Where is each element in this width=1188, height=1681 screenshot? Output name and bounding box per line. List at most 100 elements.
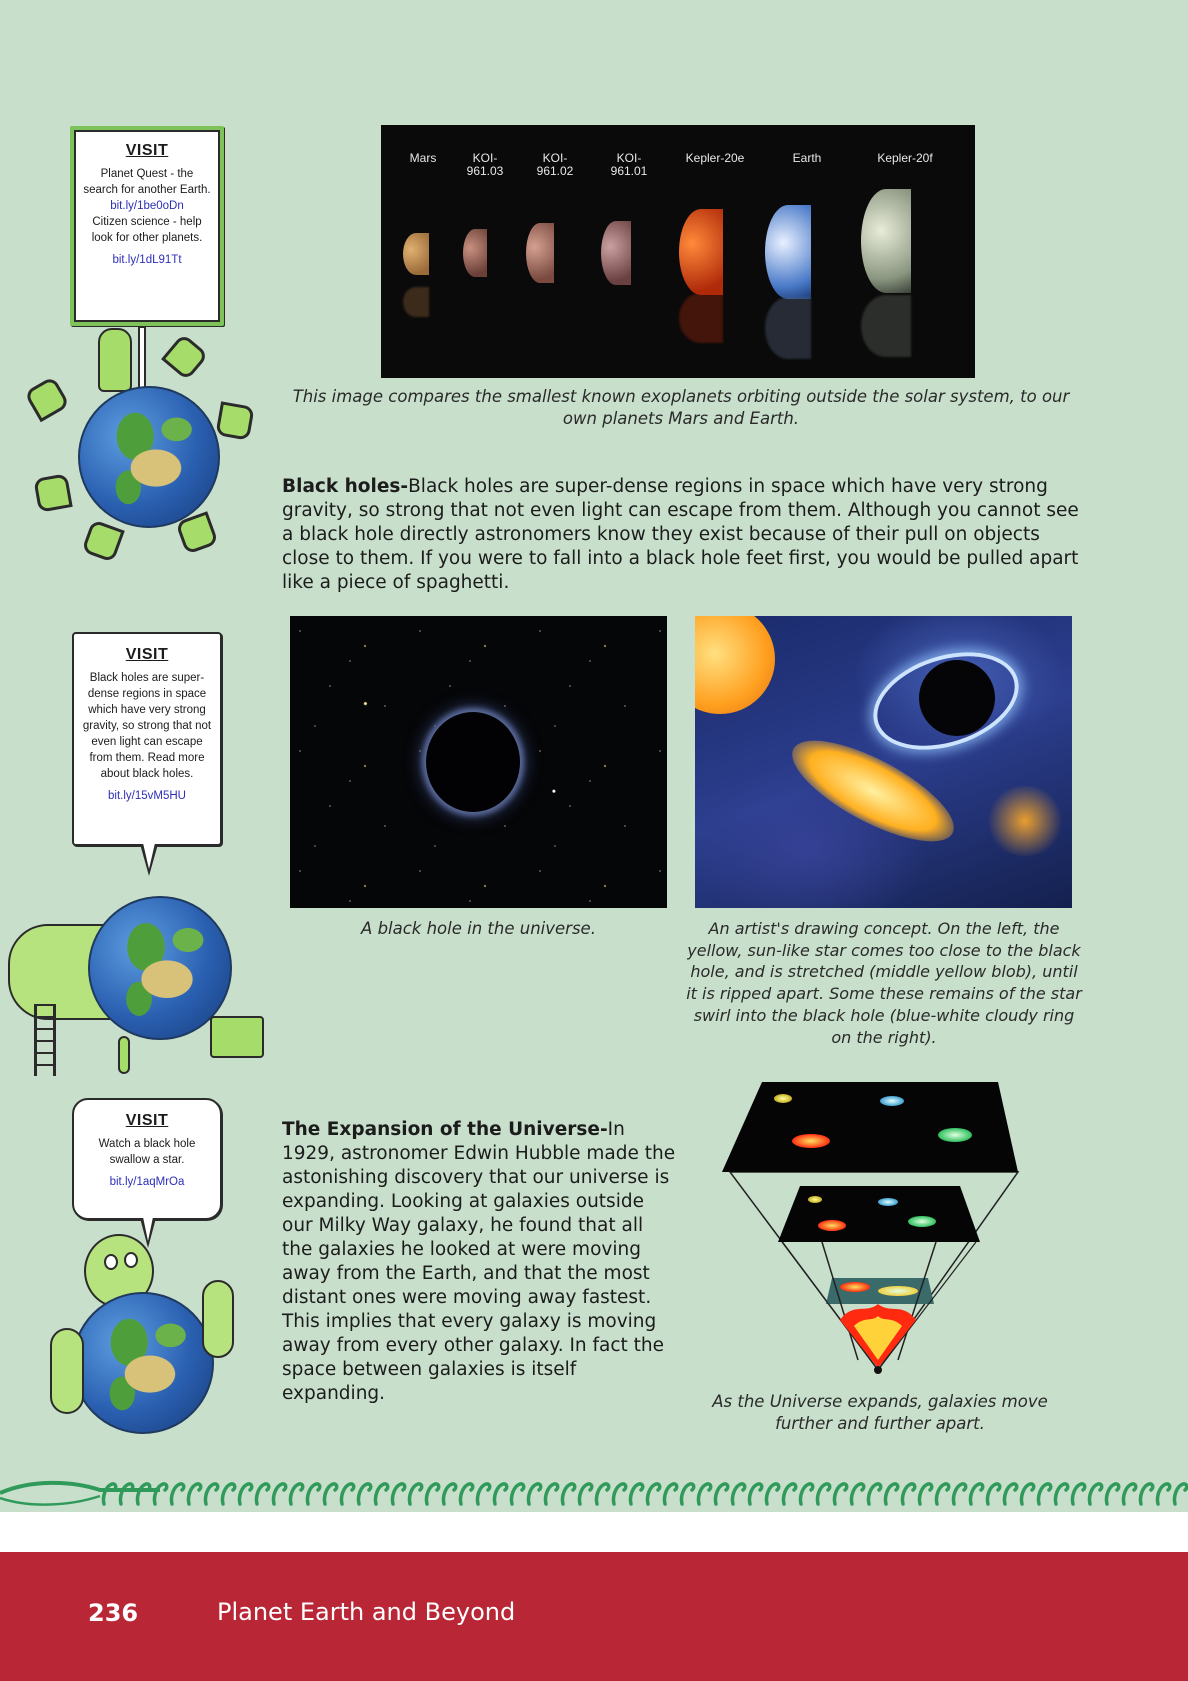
citizen-science-link[interactable]: bit.ly/1dL91Tt xyxy=(112,254,182,266)
celtic-hook xyxy=(526,1482,543,1506)
celtic-hook xyxy=(458,1482,475,1506)
earth-recycling-cartoon xyxy=(20,326,260,576)
celtic-hook xyxy=(1138,1482,1155,1506)
speech-bubble-tail xyxy=(143,843,155,869)
celtic-hook xyxy=(441,1482,458,1506)
celtic-hook xyxy=(866,1482,883,1506)
celtic-hook xyxy=(390,1482,407,1506)
exoplanet-caption: This image compares the smallest known e… xyxy=(292,387,1070,428)
celtic-hook xyxy=(934,1482,951,1506)
black-hole-icon xyxy=(919,660,995,736)
arrow-icon xyxy=(81,519,125,563)
reflection xyxy=(679,293,723,343)
celtic-hook xyxy=(696,1482,713,1506)
eye-icon xyxy=(104,1254,118,1270)
visit-text: Watch a black hole swallow a star. xyxy=(98,1138,196,1166)
galaxy-icon xyxy=(774,1094,792,1103)
earth-image xyxy=(765,205,811,299)
page-footer: 236 Planet Earth and Beyond xyxy=(0,1552,1188,1681)
celtic-hook xyxy=(305,1482,322,1506)
galaxy-icon xyxy=(878,1286,918,1296)
celtic-hook xyxy=(628,1482,645,1506)
celtic-hook xyxy=(883,1482,900,1506)
celtic-hook xyxy=(1002,1482,1019,1506)
white-band xyxy=(0,1512,1188,1552)
computer-desk-icon xyxy=(210,1016,264,1058)
black-holes-paragraph: Black holes-Black holes are super-dense … xyxy=(282,475,1082,595)
arrow-icon xyxy=(161,333,209,381)
celtic-border-strip xyxy=(0,1476,1188,1510)
celtic-hook xyxy=(288,1482,305,1506)
celtic-hook xyxy=(662,1482,679,1506)
celtic-hook xyxy=(968,1482,985,1506)
celtic-hook xyxy=(271,1482,288,1506)
celtic-hook xyxy=(917,1482,934,1506)
black-holes-link[interactable]: bit.ly/15vM5HU xyxy=(108,790,186,802)
visit-text: Planet Quest - the search for another Ea… xyxy=(83,168,211,196)
celtic-hook xyxy=(1036,1482,1053,1506)
visit-box-black-holes: VISIT Black holes are super-dense region… xyxy=(72,632,222,846)
speech-bubble-tail xyxy=(143,1217,153,1241)
celtic-hook xyxy=(730,1482,747,1506)
planet-label-koi-961-02: KOI- 961.02 xyxy=(536,151,574,178)
sun-like-star-icon xyxy=(695,616,775,714)
celtic-hook xyxy=(373,1482,390,1506)
planet-quest-link[interactable]: bit.ly/1be0oDn xyxy=(110,200,184,212)
celtic-hook xyxy=(900,1482,917,1506)
celtic-hook xyxy=(543,1482,560,1506)
celtic-hook xyxy=(764,1482,781,1506)
celtic-hook xyxy=(220,1482,237,1506)
galaxy-icon xyxy=(878,1198,898,1206)
celtic-hook xyxy=(781,1482,798,1506)
celtic-hook xyxy=(747,1482,764,1506)
expansion-paragraph: The Expansion of the Universe-In 1929, a… xyxy=(282,1118,676,1406)
celtic-hook xyxy=(475,1482,492,1506)
earth-thinking-cartoon xyxy=(44,1232,240,1438)
visit-box-planet-quest: VISIT Planet Quest - the search for anot… xyxy=(70,126,224,326)
celtic-hook xyxy=(1070,1482,1087,1506)
celtic-hook xyxy=(611,1482,628,1506)
black-hole-photo-caption: A black hole in the universe. xyxy=(361,919,596,938)
celtic-hook xyxy=(322,1482,339,1506)
celtic-hook xyxy=(237,1482,254,1506)
galaxy-icon xyxy=(840,1282,870,1292)
celtic-hook xyxy=(815,1482,832,1506)
planet-label-earth: Earth xyxy=(792,151,822,165)
celtic-hook xyxy=(186,1482,203,1506)
celtic-hook xyxy=(339,1482,356,1506)
black-holes-heading: Black holes- xyxy=(282,476,409,497)
exoplanet-comparison-image: Mars KOI- 961.03 KOI- 961.02 KOI- 961.01 Ke… xyxy=(381,125,975,378)
celtic-hook xyxy=(254,1482,271,1506)
planet-label-koi-961-01: KOI- 961.01 xyxy=(610,151,648,178)
artist-concept-caption: An artist's drawing concept. On the left… xyxy=(686,919,1082,1047)
kepler-20f-image xyxy=(861,189,911,293)
galaxy-icon xyxy=(908,1216,936,1227)
page-number: 236 xyxy=(88,1599,139,1627)
character-icon xyxy=(98,328,132,392)
visit-title: VISIT xyxy=(125,646,169,663)
eye-icon xyxy=(124,1252,138,1268)
visit-title: VISIT xyxy=(125,1112,169,1129)
arm-icon xyxy=(202,1280,234,1358)
black-hole-star-link[interactable]: bit.ly/1aqMrOa xyxy=(109,1176,185,1188)
celtic-hook xyxy=(424,1482,441,1506)
celtic-hook xyxy=(203,1482,220,1506)
celtic-hook xyxy=(1104,1482,1121,1506)
universe-expansion-diagram xyxy=(718,1082,1044,1376)
visit-title: VISIT xyxy=(125,142,169,159)
earth-telescope-cartoon xyxy=(4,884,266,1079)
celtic-hook xyxy=(118,1482,135,1506)
expansion-heading: The Expansion of the Universe- xyxy=(282,1119,608,1140)
black-hole-photo xyxy=(290,616,667,908)
planet-label-kepler-20e: Kepler-20e xyxy=(685,151,745,165)
visit-text: Citizen science - help look for other pl… xyxy=(91,216,203,244)
arrow-icon xyxy=(23,375,71,423)
celtic-hook xyxy=(645,1482,662,1506)
galaxy-icon xyxy=(818,1220,846,1231)
kepler-20e-image xyxy=(679,209,723,295)
celtic-hook xyxy=(1155,1482,1172,1506)
celtic-hook xyxy=(798,1482,815,1506)
celtic-hook xyxy=(849,1482,866,1506)
celtic-pattern xyxy=(0,1480,1188,1506)
arrow-icon xyxy=(33,473,73,513)
